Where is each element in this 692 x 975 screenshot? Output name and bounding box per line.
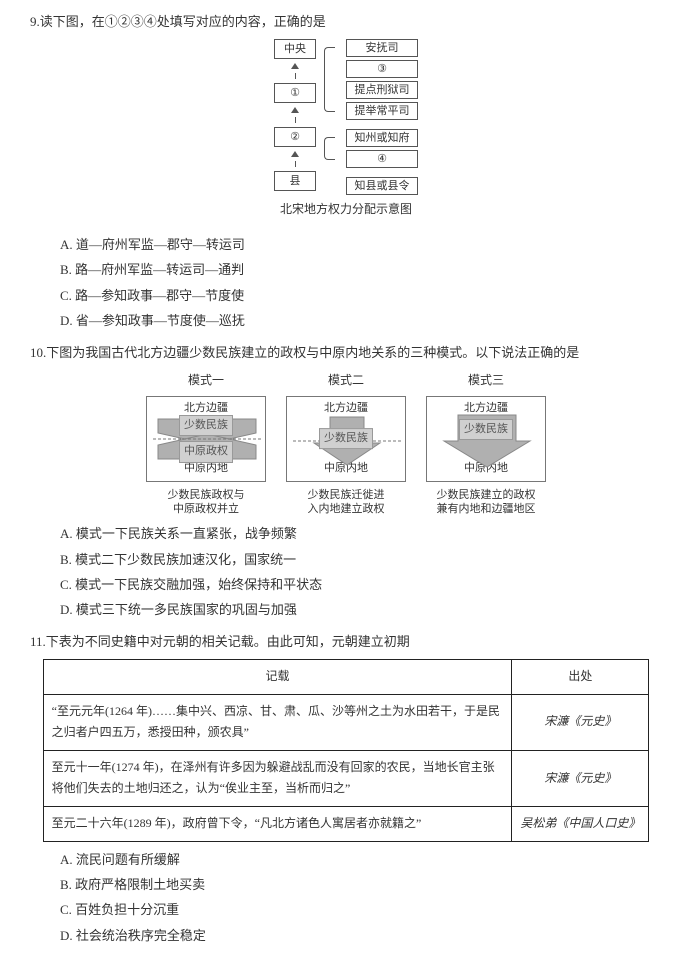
- q9-box-1: ①: [274, 83, 316, 103]
- q11-num: 11.: [30, 634, 46, 649]
- m1-tag1: 少数民族: [179, 415, 233, 437]
- q11-r0-src: 宋濂《元史》: [512, 694, 649, 750]
- q10-stem: 10.下图为我国古代北方边疆少数民族建立的政权与中原内地关系的三种模式。以下说法…: [30, 341, 662, 364]
- q11-h2: 出处: [512, 660, 649, 695]
- q11-r2-src: 吴松弟《中国人口史》: [512, 807, 649, 842]
- q9-r0: 安抚司: [346, 39, 418, 57]
- m1-sub: 少数民族政权与 中原政权并立: [168, 488, 245, 517]
- q11-stem: 11.下表为不同史籍中对元朝的相关记载。由此可知，元朝建立初期: [30, 630, 662, 653]
- m2-sub: 少数民族迁徙进 入内地建立政权: [308, 488, 385, 517]
- m3-title: 模式三: [468, 370, 504, 392]
- q10-options: A. 模式一下民族关系一直紧张，战争频繁 B. 模式二下少数民族加速汉化，国家统…: [60, 522, 662, 622]
- table-row: 至元二十六年(1289 年)，政府曾下令，“凡北方诸色人寓居者亦就籍之” 吴松弟…: [43, 807, 649, 842]
- q10-opt-a: A. 模式一下民族关系一直紧张，战争频繁: [60, 522, 662, 545]
- q11-h1: 记载: [43, 660, 512, 695]
- mode-3: 模式三 北方边疆 少数民族 中原内地 少数民族建立的政权 兼有内地和边疆地区: [426, 370, 546, 516]
- q10-diagram: 模式一 北方边疆 少数民族 中原政权 中原内地 少数民族政权与 中原政权并立 模…: [30, 370, 662, 516]
- q10-opt-c: C. 模式一下民族交融加强，始终保持和平状态: [60, 573, 662, 596]
- question-10: 10.下图为我国古代北方边疆少数民族建立的政权与中原内地关系的三种模式。以下说法…: [30, 341, 662, 622]
- q10-opt-d: D. 模式三下统一多民族国家的巩固与加强: [60, 598, 662, 621]
- question-11: 11.下表为不同史籍中对元朝的相关记载。由此可知，元朝建立初期 记载 出处 “至…: [30, 630, 662, 948]
- q9-box-top: 中央: [274, 39, 316, 59]
- table-row: 记载 出处: [43, 660, 649, 695]
- q9-opt-d: D. 省—参知政事—节度使—巡抚: [60, 309, 662, 332]
- q9-text: 读下图，在①②③④处填写对应的内容，正确的是: [40, 14, 326, 29]
- q11-table: 记载 出处 “至元元年(1264 年)……集中兴、西凉、甘、肃、瓜、沙等州之土为…: [43, 659, 650, 842]
- q9-diagram: 中央 ① ② 县 安抚司 ③ 提点刑狱司 提举常平司: [30, 39, 662, 227]
- q9-box-bot: 县: [274, 171, 316, 191]
- q9-num: 9.: [30, 14, 40, 29]
- m2-title: 模式二: [328, 370, 364, 392]
- q10-opt-b: B. 模式二下少数民族加速汉化，国家统一: [60, 548, 662, 571]
- up-arrow-icon: [291, 63, 299, 69]
- q9-r6: 知县或县令: [346, 177, 418, 195]
- q11-options: A. 流民问题有所缓解 B. 政府严格限制土地买卖 C. 百姓负担十分沉重 D.…: [60, 848, 662, 948]
- q9-opt-c: C. 路—参知政事—郡守—节度使: [60, 284, 662, 307]
- q9-opt-b: B. 路—府州军监—转运司—通判: [60, 258, 662, 281]
- q9-options: A. 道—府州军监—郡守—转运司 B. 路—府州军监—转运司—通判 C. 路—参…: [60, 233, 662, 333]
- q11-opt-a: A. 流民问题有所缓解: [60, 848, 662, 871]
- q9-r5: ④: [346, 150, 418, 168]
- q9-r2: 提点刑狱司: [346, 81, 418, 99]
- q11-opt-b: B. 政府严格限制土地买卖: [60, 873, 662, 896]
- q11-opt-c: C. 百姓负担十分沉重: [60, 898, 662, 921]
- q11-text: 下表为不同史籍中对元朝的相关记载。由此可知，元朝建立初期: [46, 634, 410, 649]
- m2-tag: 少数民族: [319, 428, 373, 450]
- m1-title: 模式一: [188, 370, 224, 392]
- mode-2: 模式二 北方边疆 少数民族 中原内地 少数民族迁徙进 入内地建立政权: [286, 370, 406, 516]
- q9-right-col: 安抚司 ③ 提点刑狱司 提举常平司 知州或知府 ④ 知县或县令: [346, 39, 418, 195]
- up-arrow-icon: [291, 151, 299, 157]
- up-arrow-icon: [291, 107, 299, 113]
- q9-left-col: 中央 ① ② 县: [274, 39, 316, 191]
- q9-r3: 提举常平司: [346, 102, 418, 120]
- q11-r0-rec: “至元元年(1264 年)……集中兴、西凉、甘、肃、瓜、沙等州之土为水田若干，于…: [43, 694, 512, 750]
- q11-r1-rec: 至元十一年(1274 年)，在泽州有许多因为躲避战乱而没有回家的农民，当地长官主…: [43, 750, 512, 806]
- q9-r4: 知州或知府: [346, 129, 418, 147]
- q9-r1: ③: [346, 60, 418, 78]
- m1-tag2: 中原政权: [179, 441, 233, 463]
- q9-stem: 9.读下图，在①②③④处填写对应的内容，正确的是: [30, 10, 662, 33]
- question-9: 9.读下图，在①②③④处填写对应的内容，正确的是 中央 ① ② 县 安抚司 ③: [30, 10, 662, 333]
- q11-r2-rec: 至元二十六年(1289 年)，政府曾下令，“凡北方诸色人寓居者亦就籍之”: [43, 807, 512, 842]
- q10-text: 下图为我国古代北方边疆少数民族建立的政权与中原内地关系的三种模式。以下说法正确的…: [46, 345, 579, 360]
- q11-r1-src: 宋濂《元史》: [512, 750, 649, 806]
- q9-box-2: ②: [274, 127, 316, 147]
- mode-1: 模式一 北方边疆 少数民族 中原政权 中原内地 少数民族政权与 中原政权并立: [146, 370, 266, 516]
- table-row: 至元十一年(1274 年)，在泽州有许多因为躲避战乱而没有回家的农民，当地长官主…: [43, 750, 649, 806]
- q10-num: 10.: [30, 345, 46, 360]
- m3-sub: 少数民族建立的政权 兼有内地和边疆地区: [437, 488, 536, 517]
- q9-opt-a: A. 道—府州军监—郡守—转运司: [60, 233, 662, 256]
- m3-tag: 少数民族: [459, 419, 513, 441]
- q9-caption: 北宋地方权力分配示意图: [280, 199, 412, 221]
- q11-opt-d: D. 社会统治秩序完全稳定: [60, 924, 662, 947]
- table-row: “至元元年(1264 年)……集中兴、西凉、甘、肃、瓜、沙等州之土为水田若干，于…: [43, 694, 649, 750]
